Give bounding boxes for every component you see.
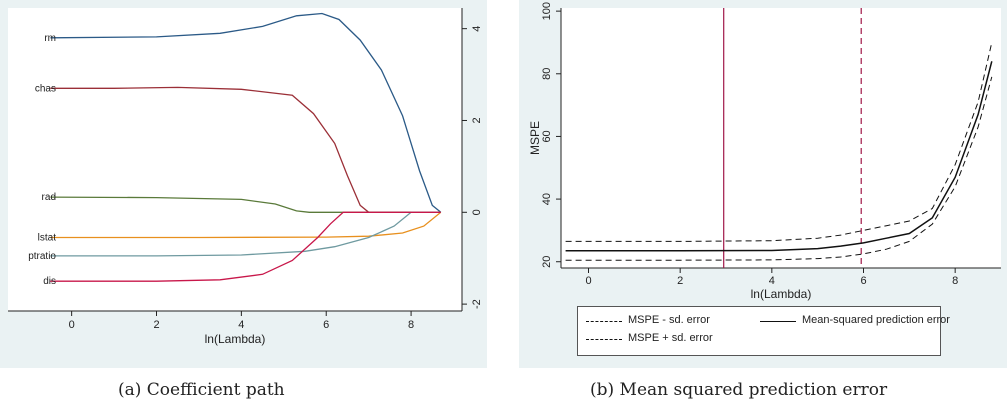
legend-label-mean: Mean-squared prediction error [802,314,950,326]
y-tick-label-b: 20 [541,256,553,268]
legend-swatch-minus [586,321,622,322]
x-tick-label-b: 8 [952,275,958,287]
x-tick-label-b: 6 [860,275,866,287]
y-tick-label-b: 100 [541,2,553,20]
legend-label-plus: MSPE + sd. error [628,332,713,344]
series-line-dis [50,211,441,282]
x-tick-label-a: 4 [238,319,244,331]
y-tick-label-b: 60 [541,130,553,142]
series-label-dis: dis [43,276,56,287]
series-label-ptratio: ptratio [28,251,56,262]
plot-area-b [561,8,1001,268]
x-axis-label-b: ln(Lambda) [751,287,812,301]
caption-coefficient-path: (a) Coefficient path [118,380,285,400]
x-tick-label-a: 0 [69,319,75,331]
x-tick-label-b: 0 [585,275,591,287]
series-line-mspe-sd-error [565,76,993,261]
x-axis-label-a: ln(Lambda) [205,332,266,346]
series-line-chas [50,86,441,213]
legend-swatch-mean [760,321,796,322]
series-line-mean-squared-prediction-error [565,61,993,252]
y-tick-label-b: 80 [541,68,553,80]
series-line-rad [50,196,441,213]
x-tick-label-a: 8 [408,319,414,331]
series-line-rm [50,12,442,213]
series-label-rm: rm [44,33,56,44]
y-tick-label-b: 40 [541,193,553,205]
coefficient-path-panel: -2 0 2 4 0 2 4 6 8 ln(Lambda) rm chas rad lstat ptrati… [0,0,487,368]
series-label-chas: chas [35,83,56,94]
series-label-lstat: lstat [38,233,57,244]
x-tick-label-b: 4 [769,275,775,287]
mspe-chart: 20 40 60 80 100 MSPE 0 2 4 6 8 ln(Lambda) [528,2,1001,301]
x-tick-label-a: 2 [153,319,159,331]
x-tick-label-a: 6 [323,319,329,331]
x-tick-label-b: 2 [677,275,683,287]
legend-label-minus: MSPE - sd. error [628,314,710,326]
series-line-ptratio [50,211,441,257]
plot-area-a [8,8,462,311]
y-tick-label-a: 0 [471,209,483,215]
series-label-rad: rad [42,192,56,203]
y-axis-label-b: MSPE [528,121,542,155]
y-tick-label-a: 2 [471,117,483,123]
mspe-legend: MSPE - sd. error Mean-squared prediction… [577,306,950,356]
coefficient-path-chart: -2 0 2 4 0 2 4 6 8 ln(Lambda) rm chas rad lstat ptrati… [8,8,483,346]
series-line-lstat [50,211,442,239]
y-tick-label-a: 4 [471,26,483,32]
mspe-panel: 20 40 60 80 100 MSPE 0 2 4 6 8 ln(Lambda) MSPE - sd… [519,0,1007,368]
caption-mspe: (b) Mean squared prediction error [590,380,888,400]
legend-swatch-plus [586,339,622,340]
y-tick-label-a: -2 [471,299,483,309]
series-line-mspe-sd-error [565,42,993,242]
